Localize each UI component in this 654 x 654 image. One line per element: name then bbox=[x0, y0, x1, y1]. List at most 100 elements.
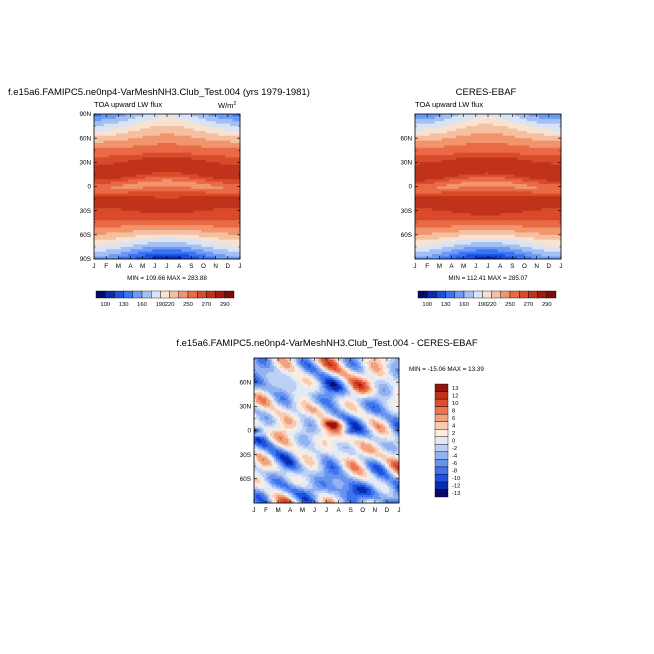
contour-cell bbox=[179, 220, 182, 224]
contour-cell bbox=[106, 208, 109, 212]
contour-cell bbox=[208, 167, 212, 170]
contour-cell bbox=[149, 217, 153, 221]
contour-cell bbox=[130, 251, 134, 255]
contour-cell bbox=[115, 147, 119, 151]
contour-cell bbox=[519, 118, 523, 122]
contour-cell bbox=[220, 227, 224, 231]
contour-cell bbox=[140, 169, 144, 173]
contour-cell bbox=[235, 225, 238, 228]
contour-cell bbox=[145, 188, 148, 192]
contour-cell bbox=[432, 138, 435, 141]
contour-cell bbox=[135, 162, 139, 166]
contour-cell bbox=[167, 232, 170, 236]
contour-cell bbox=[171, 232, 175, 236]
contour-cell bbox=[169, 118, 173, 122]
contour-cell bbox=[137, 239, 141, 243]
contour-cell bbox=[120, 239, 124, 243]
contour-cell bbox=[164, 138, 168, 141]
contour-cell bbox=[480, 152, 484, 156]
contour-cell bbox=[157, 217, 161, 221]
contour-cell bbox=[188, 133, 192, 137]
contour-cell bbox=[534, 152, 538, 156]
contour-cell bbox=[220, 246, 224, 250]
contour-cell bbox=[115, 164, 119, 168]
contour-cell bbox=[517, 118, 521, 122]
contour-cell bbox=[171, 172, 175, 175]
contour-cell bbox=[417, 140, 421, 144]
contour-cell bbox=[118, 220, 122, 224]
contour-cell bbox=[208, 179, 212, 183]
contour-cell bbox=[164, 234, 168, 238]
contour-cell bbox=[512, 152, 516, 156]
contour-cell bbox=[184, 227, 187, 231]
contour-cell bbox=[558, 155, 562, 158]
contour-cell bbox=[125, 249, 129, 253]
contour-cell bbox=[512, 140, 516, 144]
contour-cell bbox=[415, 155, 418, 158]
contour-cell bbox=[235, 135, 238, 139]
contour-cell bbox=[98, 133, 102, 137]
contour-cell bbox=[135, 157, 139, 161]
contour-cell bbox=[485, 147, 489, 151]
contour-cell bbox=[159, 121, 163, 125]
contour-cell bbox=[128, 130, 131, 134]
contour-cell bbox=[451, 138, 455, 141]
contour-cell bbox=[235, 152, 238, 156]
contour-cell bbox=[132, 128, 136, 132]
contour-cell bbox=[101, 188, 105, 192]
contour-cell bbox=[130, 169, 134, 173]
contour-cell bbox=[179, 232, 182, 236]
contour-cell bbox=[512, 133, 516, 137]
contour-cell bbox=[130, 203, 134, 207]
contour-cell bbox=[154, 174, 158, 178]
contour-cell bbox=[475, 123, 479, 127]
contour-cell bbox=[120, 143, 124, 146]
contour-cell bbox=[541, 126, 545, 129]
y-tick-label: 90N bbox=[79, 111, 91, 118]
contour-cell bbox=[225, 203, 229, 207]
contour-cell bbox=[208, 186, 212, 190]
contour-cell bbox=[193, 251, 197, 255]
contour-cell bbox=[203, 251, 207, 255]
contour-cell bbox=[191, 116, 195, 120]
contour-cell bbox=[188, 234, 192, 238]
contour-cell bbox=[125, 152, 129, 156]
contour-cell bbox=[142, 145, 146, 149]
contour-cell bbox=[106, 164, 109, 168]
contour-cell bbox=[213, 123, 217, 127]
contour-cell bbox=[208, 198, 212, 202]
contour-cell bbox=[198, 184, 202, 187]
contour-cell bbox=[436, 128, 440, 132]
contour-cell bbox=[123, 176, 127, 180]
contour-cell bbox=[137, 140, 141, 144]
contour-cell bbox=[94, 198, 97, 202]
contour-cell bbox=[103, 174, 107, 178]
contour-cell bbox=[205, 169, 209, 173]
contour-cell bbox=[184, 205, 187, 209]
contour-cell bbox=[512, 121, 516, 125]
contour-cell bbox=[220, 179, 224, 183]
contour-cell bbox=[220, 181, 224, 185]
contour-cell bbox=[135, 123, 139, 127]
contour-cell bbox=[96, 217, 100, 221]
contour-cell bbox=[524, 155, 528, 158]
contour-cell bbox=[432, 121, 435, 125]
contour-cell bbox=[94, 215, 97, 219]
contour-cell bbox=[142, 205, 146, 209]
contour-cell bbox=[548, 135, 552, 139]
contour-cell bbox=[505, 126, 508, 129]
contour-cell bbox=[162, 237, 165, 241]
contour-cell bbox=[478, 140, 482, 144]
contour-cell bbox=[157, 205, 161, 209]
contour-cell bbox=[179, 254, 182, 257]
contour-cell bbox=[106, 256, 109, 260]
contour-cell bbox=[149, 242, 153, 245]
contour-cell bbox=[453, 135, 457, 139]
contour-cell bbox=[449, 140, 452, 144]
contour-cell bbox=[181, 249, 185, 253]
contour-cell bbox=[210, 116, 214, 120]
contour-cell bbox=[118, 196, 122, 199]
contour-cell bbox=[164, 164, 168, 168]
contour-cell bbox=[171, 121, 175, 125]
contour-cell bbox=[461, 118, 465, 122]
